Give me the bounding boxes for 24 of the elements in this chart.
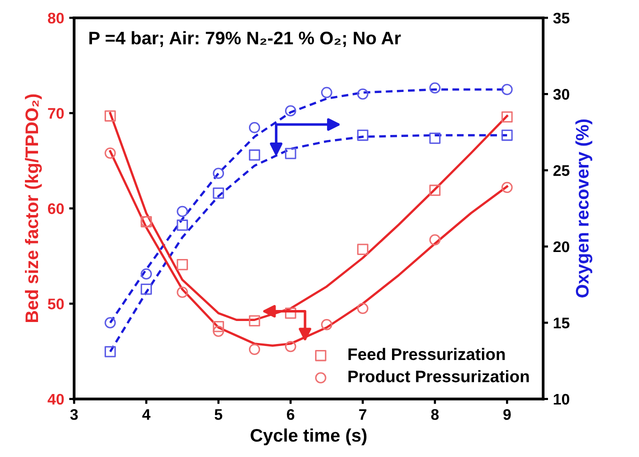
y-tick-label: 60 [48,203,64,214]
x-tick-label: 7 [359,409,366,420]
y-tick-label: 70 [48,108,64,119]
y-tick-label: 80 [48,12,64,24]
y-tick-label: 40 [48,394,64,405]
y2-tick-label: 30 [553,88,570,100]
x-tick-label: 6 [286,409,294,420]
y2-tick-label: 10 [554,394,570,405]
x-tick-label: 3 [70,409,78,420]
x-tick-label: 5 [214,409,222,420]
x-axis-title: Cycle time (s) [250,428,366,446]
y2-tick-label: 35 [553,12,570,24]
y2-tick-label: 15 [554,318,570,328]
y2-tick-label: 25 [553,165,570,176]
y2-tick-label: 20 [553,241,570,252]
x-tick-label: 4 [142,409,150,420]
x-tick-label: 9 [503,409,511,420]
y-axis-title: Bed size factor (kg/TPDO₂) [24,94,42,322]
y-tick-label: 50 [48,298,64,310]
legend-label: Feed Pressurization [348,348,505,360]
legend-label: Product Pressurization [348,370,529,382]
annotation: P =4 bar; Air: 79% N₂-21 % O₂; No Ar [89,31,401,48]
y2-axis-title: Oxygen recovery (%) [575,119,592,298]
x-tick-label: 8 [431,409,439,420]
